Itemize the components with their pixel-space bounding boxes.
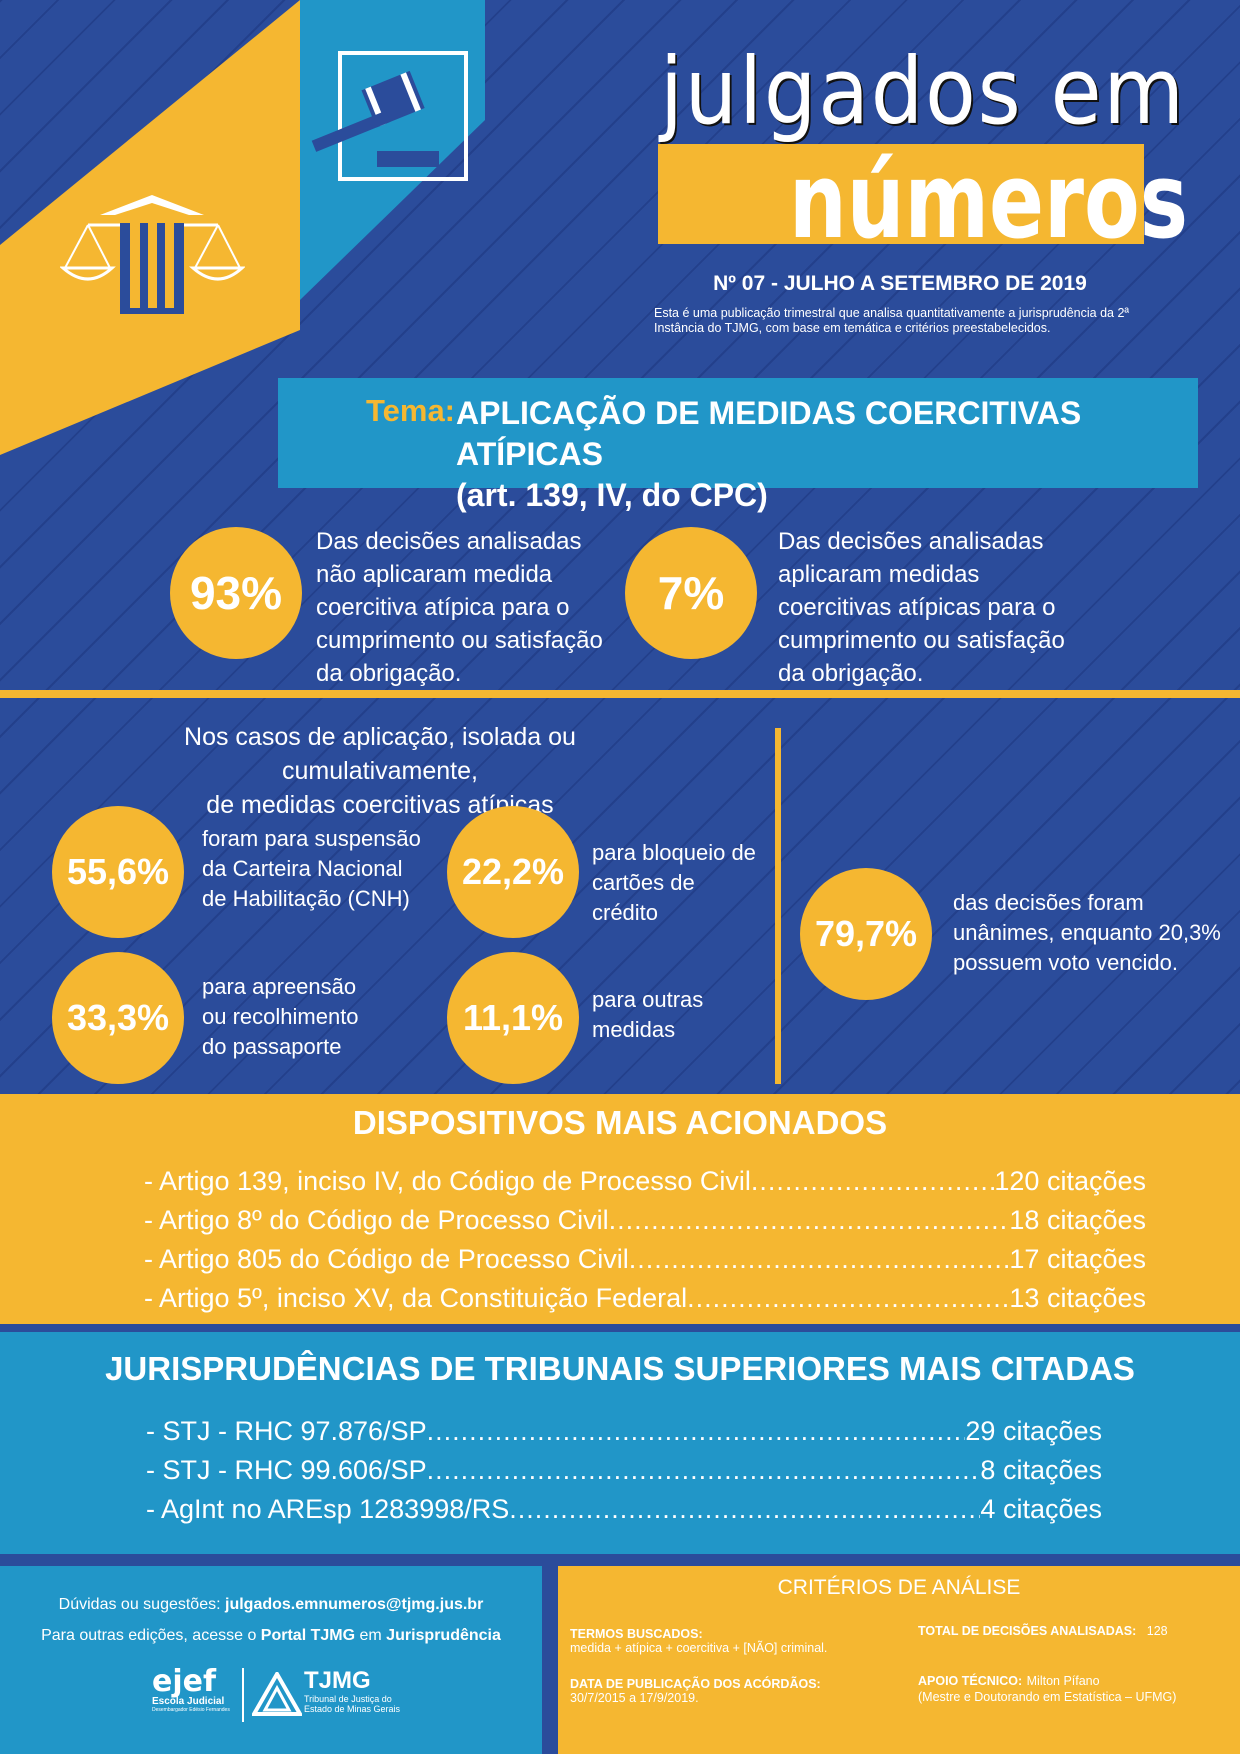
title-line1: julgados em: [660, 38, 1186, 145]
section-divider: [0, 1324, 1240, 1332]
jurisprudence-count: 4 citações: [980, 1494, 1102, 1524]
stat-text-11: para outras medidas: [592, 987, 704, 1042]
device-label: - Artigo 139, inciso IV, do Código de Pr…: [144, 1166, 751, 1196]
tjmg-logo-text: TJMG: [304, 1667, 371, 1694]
gavel-icon: [311, 51, 468, 181]
ejef-logo-sub: Escola Judicial: [152, 1696, 225, 1707]
ejef-logo-sub2: Desembargador Edésio Fernandes: [152, 1707, 230, 1713]
date-label: DATA DE PUBLICAÇÃO DOS ACÓRDÃOS:: [570, 1677, 821, 1691]
device-count: 120 citações: [994, 1166, 1146, 1196]
device-label: - Artigo 5º, inciso XV, da Constituição …: [144, 1283, 688, 1313]
device-label: - Artigo 8º do Código de Processo Civil: [144, 1205, 609, 1235]
scales-of-justice-icon: [60, 195, 245, 314]
yellow-triangle-banner: [0, 0, 300, 455]
stat-text-55: foram para suspensão da Carteira Naciona…: [202, 826, 421, 911]
cases-heading-line2: de medidas coercitivas atípicas: [206, 791, 554, 819]
criteria-support: APOIO TÉCNICO: Milton Pífano (Mestre e D…: [918, 1672, 1233, 1704]
total-label: TOTAL DE DECISÕES ANALISADAS:: [918, 1624, 1137, 1638]
device-label: - Artigo 805 do Código de Processo Civil: [144, 1244, 629, 1274]
date-value: 30/7/2015 a 17/9/2019.: [570, 1691, 699, 1705]
tjmg-logo-sub2: Estado de Minas Gerais: [304, 1704, 401, 1714]
support-value: Milton Pífano: [1026, 1674, 1100, 1688]
ejef-logo-text: ejef: [152, 1664, 217, 1699]
list-item: - STJ - RHC 97.876/SP 29 citações: [146, 1412, 1102, 1451]
device-count: 18 citações: [1009, 1205, 1146, 1235]
terms-value: medida + atípica + coercitiva + [NÃO] cr…: [570, 1641, 828, 1655]
editions-mid: em: [359, 1627, 382, 1644]
theme-title: APLICAÇÃO DE MEDIDAS COERCITIVAS ATÍPICA…: [456, 393, 1196, 516]
criteria-terms: TERMOS BUSCADOS: medida + atípica + coer…: [570, 1627, 910, 1655]
stat-circle-33: 33,3%: [52, 952, 184, 1084]
jurisprudence-list: - STJ - RHC 97.876/SP 29 citações - STJ -…: [146, 1412, 1102, 1529]
criteria-total: TOTAL DE DECISÕES ANALISADAS: 128: [918, 1622, 1228, 1640]
stat-text-22: para bloqueio de cartões de crédito: [592, 840, 756, 925]
support-label: APOIO TÉCNICO:: [918, 1674, 1023, 1688]
jurisprudencia-link[interactable]: Jurisprudência: [386, 1627, 501, 1644]
tjmg-triangle-icon: [252, 1672, 302, 1716]
title-highlight-bar: [658, 144, 1144, 244]
vertical-divider: [775, 728, 781, 1084]
support-detail: (Mestre e Doutorando em Estatística – UF…: [918, 1690, 1177, 1704]
jurisprudence-heading: JURISPRUDÊNCIAS DE TRIBUNAIS SUPERIORES …: [105, 1350, 1135, 1387]
section-divider: [0, 1554, 1240, 1566]
jurisprudence-count: 8 citações: [980, 1455, 1102, 1485]
cases-heading: Nos casos de aplicação, isolada ou cumul…: [100, 720, 660, 822]
stat-text-7: Das decisões analisadas aplicaram medida…: [778, 528, 1065, 687]
teal-banner: [300, 0, 485, 300]
logo-divider: [242, 1668, 244, 1722]
stat-circle-79: 79,7%: [800, 868, 932, 1000]
total-value: 128: [1146, 1624, 1168, 1638]
ejef-logo: ejef Escola Judicial Desembargador Edési…: [152, 1664, 232, 1714]
jurisprudence-label: - STJ - RHC 97.876/SP: [146, 1416, 427, 1446]
contact-line: Dúvidas ou sugestões: julgados.emnumeros…: [0, 1596, 542, 1614]
theme-box: [278, 378, 1198, 488]
theme-title-line1: APLICAÇÃO DE MEDIDAS COERCITIVAS ATÍPICA…: [456, 395, 1082, 472]
editions-prefix: Para outras edições, acesse o: [41, 1627, 257, 1644]
stat-text-33: para apreensão ou recolhimento do passap…: [202, 974, 359, 1059]
stat-circle-11: 11,1%: [447, 952, 579, 1084]
terms-label: TERMOS BUSCADOS:: [570, 1627, 703, 1641]
devices-heading: DISPOSITIVOS MAIS ACIONADOS: [352, 1104, 888, 1141]
portal-tjmg-link[interactable]: Portal TJMG: [260, 1627, 356, 1644]
contact-prefix: Dúvidas ou sugestões:: [58, 1596, 221, 1613]
criteria-title: CRITÉRIOS DE ANÁLISE: [777, 1576, 1021, 1599]
criteria-panel: [558, 1566, 1240, 1754]
tjmg-logo-sub1: Tribunal de Justiça do: [304, 1694, 392, 1704]
contact-email-link[interactable]: julgados.emnumeros@tjmg.jus.br: [225, 1596, 484, 1613]
editions-line: Para outras edições, acesse o Portal TJM…: [0, 1627, 542, 1645]
theme-title-line2: (art. 139, IV, do CPC): [456, 477, 768, 513]
device-count: 13 citações: [1009, 1283, 1146, 1313]
device-count: 17 citações: [1009, 1244, 1146, 1274]
tjmg-logo: TJMG Tribunal de Justiça do Estado de Mi…: [304, 1667, 454, 1715]
list-item: - STJ - RHC 99.606/SP 8 citações: [146, 1451, 1102, 1490]
stat-circle-55: 55,6%: [52, 806, 184, 938]
jurisprudence-count: 29 citações: [965, 1416, 1102, 1446]
list-item: - Artigo 805 do Código de Processo Civil…: [144, 1240, 1146, 1279]
footer-contact-panel: [0, 1566, 542, 1754]
list-item: - Artigo 8º do Código de Processo Civil 1…: [144, 1201, 1146, 1240]
jurisprudence-label: - AgInt no AREsp 1283998/RS: [146, 1494, 510, 1524]
edition-label: Nº 07 - JULHO A SETEMBRO DE 2019: [713, 272, 1087, 295]
criteria-date: DATA DE PUBLICAÇÃO DOS ACÓRDÃOS: 30/7/20…: [570, 1677, 910, 1705]
publication-description: Esta é uma publicação trimestral que ana…: [654, 306, 1130, 335]
stat-circle-7: 7%: [625, 527, 757, 659]
devices-list: - Artigo 139, inciso IV, do Código de Pr…: [144, 1162, 1146, 1318]
stat-text-79: das decisões foram unânimes, enquanto 20…: [953, 890, 1221, 975]
jurisprudence-label: - STJ - RHC 99.606/SP: [146, 1455, 427, 1485]
cases-heading-line1: Nos casos de aplicação, isolada ou cumul…: [184, 723, 576, 785]
title-line2: números: [789, 140, 1189, 262]
stat-circle-22: 22,2%: [447, 806, 579, 938]
stat-text-93: Das decisões analisadas não aplicaram me…: [316, 528, 603, 687]
list-item: - AgInt no AREsp 1283998/RS 4 citações: [146, 1490, 1102, 1529]
list-item: - Artigo 5º, inciso XV, da Constituição …: [144, 1279, 1146, 1318]
list-item: - Artigo 139, inciso IV, do Código de Pr…: [144, 1162, 1146, 1201]
stat-circle-93: 93%: [170, 527, 302, 659]
theme-label: Tema:: [366, 393, 456, 428]
footer-divider: [542, 1566, 558, 1754]
section-divider: [0, 690, 1240, 698]
